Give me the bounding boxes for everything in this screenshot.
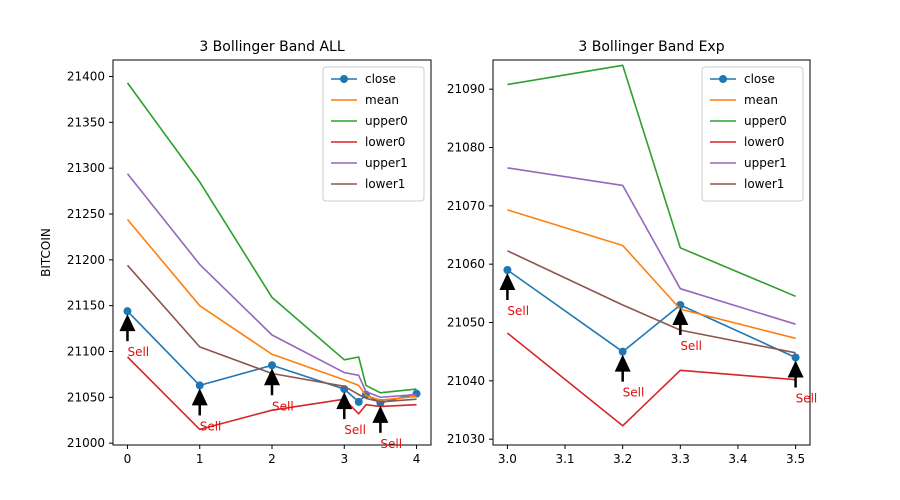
legend-label-upper0: upper0 — [744, 114, 787, 128]
series-line-lower1 — [126, 264, 417, 403]
sell-annotation: Sell — [672, 308, 702, 353]
legend-label-lower0: lower0 — [365, 135, 405, 149]
annotation-arrow-head — [672, 308, 689, 325]
sell-annotation: Sell — [264, 368, 294, 413]
data-point-close — [791, 353, 800, 362]
data-point-close — [123, 307, 132, 316]
legend-label-mean: mean — [744, 93, 778, 107]
annotation-label: Sell — [272, 399, 294, 413]
y-tick-label: 21090 — [447, 82, 485, 96]
annotation-arrow-head — [119, 314, 136, 332]
legend: close mean upper0 lower0 upper1 lower1 — [701, 66, 804, 202]
y-tick-label: 21250 — [67, 207, 105, 221]
data-point-close — [354, 397, 363, 406]
series-line-lower0 — [506, 332, 796, 427]
y-tick-label: 21050 — [67, 390, 105, 404]
y-tick-label: 21350 — [67, 115, 105, 129]
series-line-lower1 — [507, 250, 796, 354]
y-tick-label: 21080 — [447, 141, 485, 155]
sell-annotation: Sell — [336, 392, 366, 437]
y-tick-label: 21200 — [67, 253, 105, 267]
y-tick-label: 21070 — [447, 199, 485, 213]
series-line-mean — [126, 218, 417, 401]
y-tick-label: 21300 — [67, 161, 105, 175]
chart-title: 3 Bollinger Band ALL — [199, 39, 345, 55]
annotation-arrow-head — [264, 368, 280, 386]
annotation-label: Sell — [200, 419, 222, 433]
series-line-lower0 — [126, 356, 417, 431]
x-tick-label: 3.4 — [728, 452, 747, 466]
annotation-label: Sell — [796, 392, 818, 406]
x-tick-label: 3.2 — [613, 452, 632, 466]
plot-area — [503, 64, 800, 427]
annotation-label: Sell — [680, 339, 702, 353]
y-tick-label: 21100 — [67, 345, 105, 359]
legend-label-upper1: upper1 — [365, 156, 408, 170]
plot-area — [123, 82, 421, 431]
legend: close mean upper0 lower0 upper1 lower1 — [322, 66, 425, 202]
y-tick-label: 21400 — [67, 70, 105, 84]
series-line-upper0 — [507, 64, 796, 298]
y-tick-label: 21040 — [447, 374, 485, 388]
data-point-close — [195, 381, 204, 390]
annotation-label: Sell — [344, 423, 366, 437]
series-line-mean — [507, 209, 796, 340]
legend-label-close: close — [744, 72, 775, 86]
legend-label-lower0: lower0 — [744, 135, 784, 149]
chart-title: 3 Bollinger Band Exp — [578, 39, 724, 55]
annotation-arrow-head — [336, 392, 353, 410]
x-tick-label: 1 — [196, 452, 204, 466]
sell-annotation: Sell — [787, 360, 818, 406]
x-tick-label: 3.0 — [498, 452, 517, 466]
y-tick-label: 21030 — [447, 432, 485, 446]
annotation-arrow-head — [787, 360, 804, 378]
x-tick-label: 3.5 — [786, 452, 805, 466]
sell-annotation: Sell — [119, 314, 149, 359]
data-point-close — [412, 389, 421, 398]
y-axis-label: BITCOIN — [39, 228, 53, 277]
legend-marker-close — [719, 75, 727, 83]
legend-label-upper1: upper1 — [744, 156, 787, 170]
annotation-label: Sell — [127, 345, 149, 359]
annotation-label: Sell — [623, 386, 645, 400]
annotation-arrow-head — [499, 273, 516, 290]
x-tick-label: 0 — [124, 452, 132, 466]
legend-marker-close — [340, 75, 348, 83]
legend-label-lower1: lower1 — [744, 177, 784, 191]
sell-annotation: Sell — [191, 388, 222, 433]
data-point-close — [268, 361, 276, 370]
annotation-arrow-head — [614, 354, 631, 372]
y-tick-label: 21150 — [67, 299, 105, 313]
legend-label-lower1: lower1 — [365, 177, 405, 191]
chart-bollinger-all: 3 Bollinger Band ALL BITCOIN 0 1 2 3 4 21000 210… — [39, 39, 432, 466]
y-tick-label: 21050 — [447, 316, 485, 330]
legend-label-close: close — [365, 72, 396, 86]
sell-annotation: Sell — [614, 354, 645, 400]
annotation-label: Sell — [507, 304, 529, 318]
annotation-arrow-head — [372, 405, 389, 423]
data-point-close — [503, 266, 512, 274]
x-tick-label: 4 — [413, 452, 421, 466]
sell-annotation: Sell — [499, 273, 529, 318]
x-tick-label: 3 — [340, 452, 348, 466]
series-line-upper1 — [126, 173, 417, 399]
x-tick-label: 3.1 — [555, 452, 574, 466]
series-line-upper0 — [126, 82, 417, 394]
data-point-close — [618, 347, 627, 356]
axes-frame — [492, 59, 811, 446]
legend-label-upper0: upper0 — [365, 114, 408, 128]
series-line-close — [506, 269, 796, 359]
sell-annotation: Sell — [372, 405, 402, 451]
chart-bollinger-exp: 3 Bollinger Band Exp 3.0 3.1 3.2 3.3 3.4 3.5 21… — [447, 39, 817, 466]
legend-label-mean: mean — [365, 93, 399, 107]
x-tick-label: 2 — [268, 452, 276, 466]
annotation-label: Sell — [380, 437, 402, 451]
annotation-arrow-head — [191, 388, 208, 406]
y-tick-label: 21060 — [447, 257, 485, 271]
series-line-upper1 — [507, 167, 796, 325]
y-tick-label: 21000 — [67, 436, 105, 450]
x-tick-label: 3.3 — [671, 452, 690, 466]
